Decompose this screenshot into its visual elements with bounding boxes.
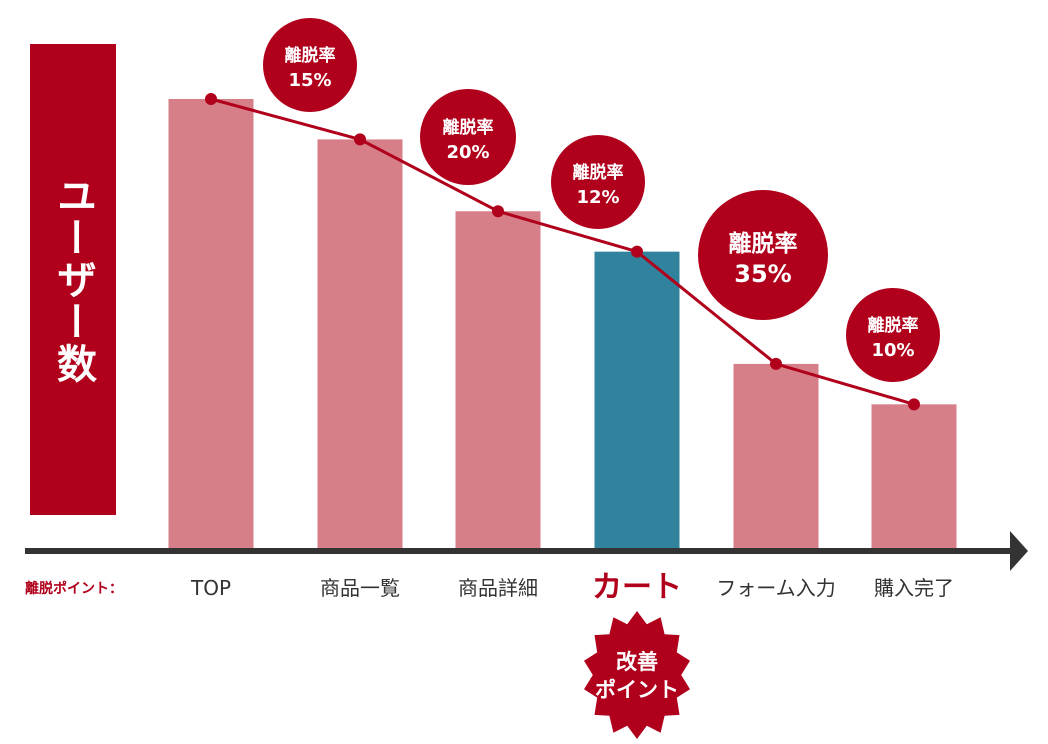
callout-line2: ポイント [595,678,679,702]
bar [733,363,819,548]
dropoff-rate: 10% [871,340,914,361]
y-axis-label: ユーザー数 [30,44,116,515]
trend-point [354,133,366,146]
trend-point [908,398,920,411]
category-label: カート [592,570,682,605]
trend-point [205,93,217,105]
dropoff-title: 離脱率 [285,45,336,66]
bar [455,211,541,548]
x-axis-arrow-icon [1010,531,1028,571]
dropoff-title: 離脱率 [443,117,494,138]
bar [168,99,254,548]
dropoff-bubble [263,18,357,112]
dropoff-title: 離脱率 [729,230,798,257]
dropoff-title: 離脱率 [868,315,919,336]
bar [871,404,957,548]
trend-point [631,245,643,258]
category-label: TOP [190,576,231,600]
x-axis-line [25,548,1015,554]
bar [317,139,403,548]
category-label: 商品詳細 [458,576,538,600]
dropoff-bubble [420,89,516,185]
bar [594,251,680,548]
dropoff-title: 離脱率 [573,162,624,183]
dropoff-bubble [846,288,940,382]
callout-line1: 改善 [616,650,658,674]
dropoff-bubble [551,135,645,229]
x-axis-label: 離脱ポイント： [25,580,123,597]
dropoff-rate: 35% [734,260,791,288]
trend-point [492,205,504,218]
dropoff-bubble [698,190,828,320]
category-label: フォーム入力 [716,576,835,600]
dropoff-rate: 15% [288,70,331,91]
dropoff-rate: 20% [446,142,489,163]
category-label: 購入完了 [874,576,954,600]
trend-point [770,357,782,370]
dropoff-rate: 12% [576,187,619,208]
category-label: 商品一覧 [320,576,400,600]
trend-line [210,97,915,406]
improvement-starburst [584,611,690,739]
